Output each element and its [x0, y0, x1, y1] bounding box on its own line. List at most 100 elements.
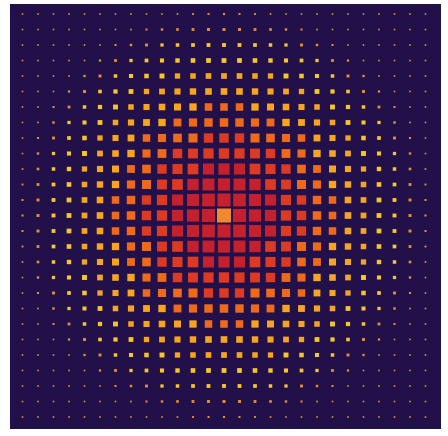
square	[159, 352, 165, 358]
square	[235, 118, 244, 127]
square	[127, 305, 135, 312]
square	[409, 75, 411, 77]
square	[203, 133, 214, 143]
square	[250, 133, 260, 143]
square	[156, 194, 168, 206]
square	[82, 290, 87, 296]
square	[409, 385, 411, 387]
square	[252, 368, 258, 373]
square	[143, 305, 150, 312]
square	[297, 289, 306, 297]
square	[361, 306, 366, 311]
square	[207, 28, 210, 31]
square	[424, 276, 427, 279]
square	[158, 103, 166, 111]
square	[312, 226, 322, 236]
square	[186, 209, 200, 222]
square	[142, 164, 151, 174]
square	[344, 165, 352, 173]
square	[360, 228, 367, 234]
square	[312, 242, 322, 251]
square	[344, 227, 352, 235]
square	[219, 118, 229, 127]
square	[82, 275, 87, 280]
square	[268, 384, 273, 388]
square	[128, 89, 134, 94]
square	[68, 369, 70, 372]
square	[233, 256, 246, 268]
square	[97, 306, 103, 311]
square	[159, 336, 165, 343]
square	[313, 134, 321, 142]
square	[299, 368, 304, 373]
square	[361, 275, 366, 280]
square	[127, 273, 135, 282]
square	[377, 105, 381, 109]
square	[222, 415, 226, 419]
square	[344, 196, 352, 204]
square	[201, 208, 216, 223]
square	[83, 353, 86, 357]
square	[99, 416, 101, 418]
square	[424, 13, 427, 15]
square	[21, 276, 24, 279]
square	[207, 12, 210, 16]
square	[191, 384, 195, 388]
square	[298, 103, 305, 111]
square	[126, 211, 136, 220]
square	[233, 163, 246, 175]
square	[393, 59, 396, 62]
square	[144, 368, 149, 373]
square	[378, 75, 380, 77]
square	[83, 28, 86, 31]
square	[67, 120, 71, 125]
square	[285, 13, 287, 15]
square	[331, 13, 334, 15]
square	[424, 261, 427, 263]
square	[52, 136, 55, 140]
square	[97, 104, 103, 110]
square	[221, 352, 227, 358]
square	[126, 195, 136, 205]
square	[83, 416, 86, 418]
square	[313, 305, 321, 312]
square	[188, 148, 198, 159]
square	[21, 152, 24, 155]
square	[217, 224, 231, 238]
square	[128, 104, 134, 110]
square	[81, 181, 88, 188]
square	[21, 400, 24, 403]
square	[249, 178, 261, 191]
square	[51, 260, 56, 264]
square	[97, 290, 103, 296]
square	[99, 44, 101, 46]
square	[362, 74, 365, 78]
square	[298, 88, 305, 95]
square	[112, 289, 119, 297]
square	[315, 43, 319, 47]
square	[112, 119, 119, 126]
square	[156, 225, 168, 237]
square	[66, 259, 72, 265]
square	[37, 307, 39, 310]
square	[314, 104, 320, 110]
square	[21, 261, 24, 263]
square	[314, 352, 320, 358]
square	[37, 90, 39, 93]
square	[143, 320, 150, 328]
square	[253, 28, 257, 31]
square	[362, 90, 365, 93]
square	[219, 133, 229, 143]
square	[83, 59, 86, 62]
square	[187, 178, 199, 191]
square	[222, 28, 226, 31]
square	[392, 275, 397, 280]
square	[21, 183, 24, 186]
square	[189, 320, 197, 328]
square	[187, 256, 199, 268]
square	[114, 416, 117, 418]
square	[408, 260, 412, 264]
square	[269, 400, 272, 403]
square	[67, 291, 71, 295]
square	[172, 148, 183, 159]
